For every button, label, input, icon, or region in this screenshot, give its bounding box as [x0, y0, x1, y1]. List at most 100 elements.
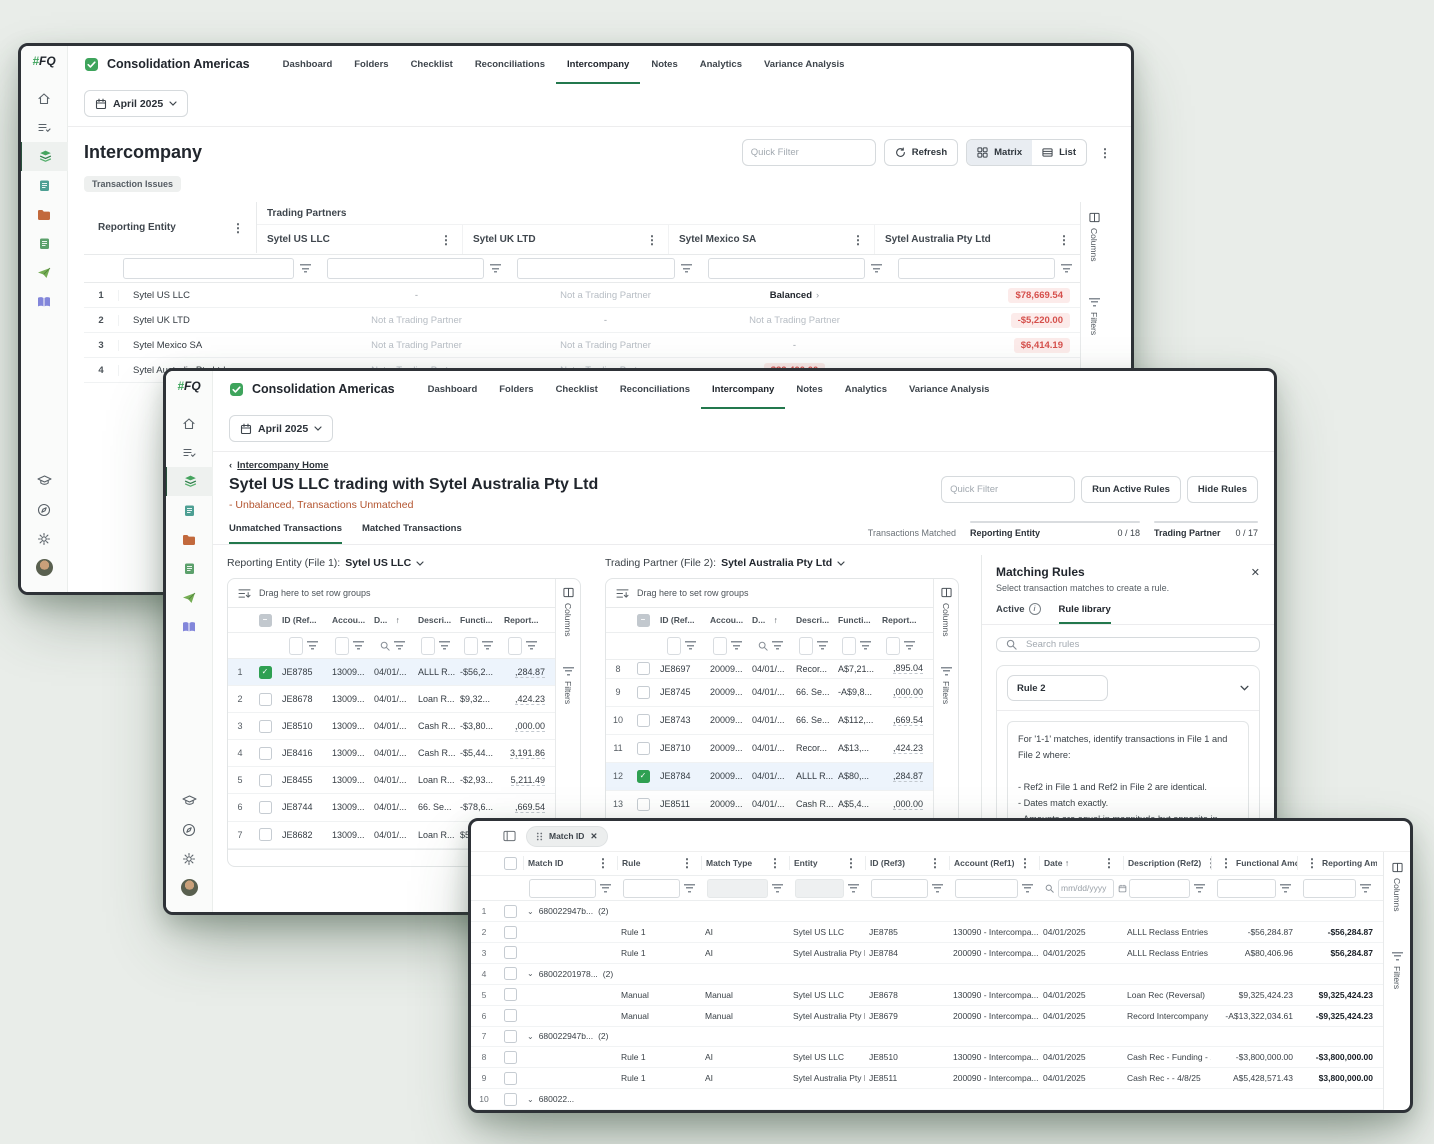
col-date[interactable]: Date ↑⋮ [1039, 856, 1123, 870]
filter-match-type[interactable] [701, 879, 789, 898]
filter-match-id[interactable] [523, 879, 617, 898]
table-row[interactable]: 11JE871020009...04/01/...Recor...A$13,..… [606, 735, 933, 763]
paper-plane-icon[interactable] [21, 258, 67, 287]
col-rule[interactable]: Rule⋮ [617, 856, 701, 870]
row-checkbox[interactable] [497, 1051, 523, 1064]
col-sytel-australia[interactable]: Sytel Australia Pty Ltd⋮ [874, 225, 1080, 254]
group-row[interactable]: 4⌄68002201978...(2) [471, 964, 1383, 985]
filter-functional[interactable] [834, 637, 878, 655]
table-row[interactable]: 2JE867813009...04/01/...Loan R...$9,32..… [228, 686, 555, 713]
file2-selector[interactable]: Trading Partner (File 2):Sytel Australia… [605, 557, 959, 569]
amount-cell[interactable]: -$5,220.00 [889, 313, 1078, 328]
filter-input[interactable] [327, 258, 484, 279]
filter-input[interactable] [708, 258, 865, 279]
row-checkbox[interactable] [497, 1093, 523, 1106]
row-checkbox[interactable] [252, 693, 278, 706]
col-reporting[interactable]: Report... [878, 615, 928, 625]
col-functional-amount[interactable]: ⋮Functional Amount [1211, 856, 1297, 870]
nav-notes[interactable]: Notes [785, 369, 833, 409]
filter-functional[interactable] [456, 637, 500, 655]
table-row[interactable]: 4JE841613009...04/01/...Cash R...-$5,44.… [228, 740, 555, 767]
column-menu-icon[interactable]: ⋮ [1201, 856, 1211, 870]
filter-reporting[interactable] [1297, 879, 1377, 898]
row-checkbox[interactable] [497, 905, 523, 918]
compass-icon[interactable] [21, 495, 67, 524]
task-list-icon[interactable] [21, 113, 67, 142]
close-icon[interactable]: ✕ [1251, 566, 1260, 579]
columns-rail-tab[interactable]: Columns [941, 587, 952, 637]
filter-description[interactable] [414, 637, 456, 655]
balanced-cell[interactable]: Balanced› [700, 290, 889, 301]
column-menu-icon[interactable]: ⋮ [1302, 856, 1322, 870]
nav-reconciliations[interactable]: Reconciliations [609, 369, 701, 409]
table-row[interactable]: 3Rule 1AISytel Australia Pty LtdJE878420… [471, 943, 1383, 964]
columns-rail-tab[interactable]: Columns [563, 587, 574, 637]
run-active-rules-button[interactable]: Run Active Rules [1081, 476, 1181, 503]
filter-id-ref3[interactable] [865, 879, 949, 898]
workspace-brand[interactable]: Consolidation Americas [229, 382, 395, 397]
column-menu-icon[interactable]: ⋮ [765, 856, 785, 870]
group-row[interactable]: 10⌄680022... [471, 1089, 1383, 1110]
table-row[interactable]: 2 Sytel UK LTD Not a Trading Partner - N… [84, 308, 1080, 333]
filter-icon[interactable] [871, 264, 882, 273]
filter-reporting[interactable] [878, 637, 928, 655]
table-row[interactable]: 5ManualManualSytel US LLCJE8678130090 - … [471, 985, 1383, 1006]
row-checkbox[interactable]: ✓ [630, 770, 656, 783]
table-row[interactable]: 8Rule 1AISytel US LLCJE8510130090 - Inte… [471, 1047, 1383, 1068]
filters-rail-tab[interactable]: Filters [563, 667, 574, 704]
row-checkbox[interactable] [630, 714, 656, 727]
col-sytel-us-llc[interactable]: Sytel US LLC⋮ [257, 225, 462, 254]
col-account-ref1[interactable]: Account (Ref1)⋮ [949, 856, 1039, 870]
column-menu-icon[interactable]: ⋮ [642, 233, 662, 247]
nav-checklist[interactable]: Checklist [400, 44, 464, 84]
nav-dashboard[interactable]: Dashboard [272, 44, 344, 84]
table-row[interactable]: 1✓JE878513009...04/01/...ALLL R...-$56,2… [228, 659, 555, 686]
group-row[interactable]: 1⌄680022947b...(2) [471, 901, 1383, 922]
table-row[interactable]: 6ManualManualSytel Australia Pty LtdJE86… [471, 1006, 1383, 1027]
columns-rail-tab[interactable]: Columns [1089, 212, 1100, 262]
refresh-button[interactable]: Refresh [884, 139, 958, 166]
col-account[interactable]: Accou... [328, 615, 370, 625]
hide-rules-button[interactable]: Hide Rules [1187, 476, 1258, 503]
row-checkbox[interactable] [497, 1030, 523, 1043]
quick-filter-input[interactable] [941, 476, 1075, 503]
nav-checklist[interactable]: Checklist [545, 369, 609, 409]
notes-green-icon[interactable] [166, 554, 212, 583]
row-checkbox[interactable] [630, 686, 656, 699]
col-sytel-uk-ltd[interactable]: Sytel UK LTD⋮ [462, 225, 668, 254]
graduation-cap-icon[interactable] [166, 786, 212, 815]
filter-input[interactable] [517, 258, 674, 279]
filter-description[interactable] [1123, 879, 1211, 898]
task-list-icon[interactable] [166, 438, 212, 467]
consolidation-icon[interactable] [165, 467, 213, 496]
filter-date[interactable] [1039, 879, 1123, 898]
col-reporting-entity[interactable]: Reporting Entity⋮ [84, 202, 257, 253]
filter-account[interactable] [328, 637, 370, 655]
filter-date[interactable] [370, 641, 414, 651]
table-row[interactable]: 3JE851013009...04/01/...Cash R...-$3,80.… [228, 713, 555, 740]
row-checkbox[interactable] [497, 926, 523, 939]
col-description[interactable]: Descri... [792, 615, 834, 625]
paper-plane-icon[interactable] [166, 583, 212, 612]
rule-name-input[interactable]: Rule 2 [1007, 675, 1108, 701]
col-id-ref3[interactable]: ID (Ref... [278, 615, 328, 625]
group-by-chip[interactable]: Match ID ✕ [526, 826, 608, 847]
list-view-button[interactable]: List [1032, 140, 1086, 165]
search-rules-input[interactable] [1024, 638, 1250, 651]
filter-entity[interactable] [789, 879, 865, 898]
col-id-ref3[interactable]: ID (Ref... [656, 615, 706, 625]
row-checkbox[interactable] [252, 720, 278, 733]
file1-selector[interactable]: Reporting Entity (File 1):Sytel US LLC [227, 557, 581, 569]
col-description-ref2[interactable]: Description (Ref2)⋮ [1123, 856, 1211, 870]
chevron-down-icon[interactable]: ⌄ [527, 907, 534, 916]
row-checkbox[interactable] [252, 801, 278, 814]
remove-chip-icon[interactable]: ✕ [590, 831, 597, 842]
breadcrumb[interactable]: ‹Intercompany Home [229, 460, 598, 471]
matrix-view-button[interactable]: Matrix [967, 140, 1032, 165]
filter-rule[interactable] [617, 879, 701, 898]
row-checkbox[interactable] [252, 774, 278, 787]
row-checkbox[interactable] [252, 828, 278, 841]
filter-id[interactable] [656, 637, 706, 655]
col-reporting-amount[interactable]: ⋮Reporting Amount [1297, 856, 1377, 870]
column-menu-icon[interactable]: ⋮ [848, 233, 868, 247]
